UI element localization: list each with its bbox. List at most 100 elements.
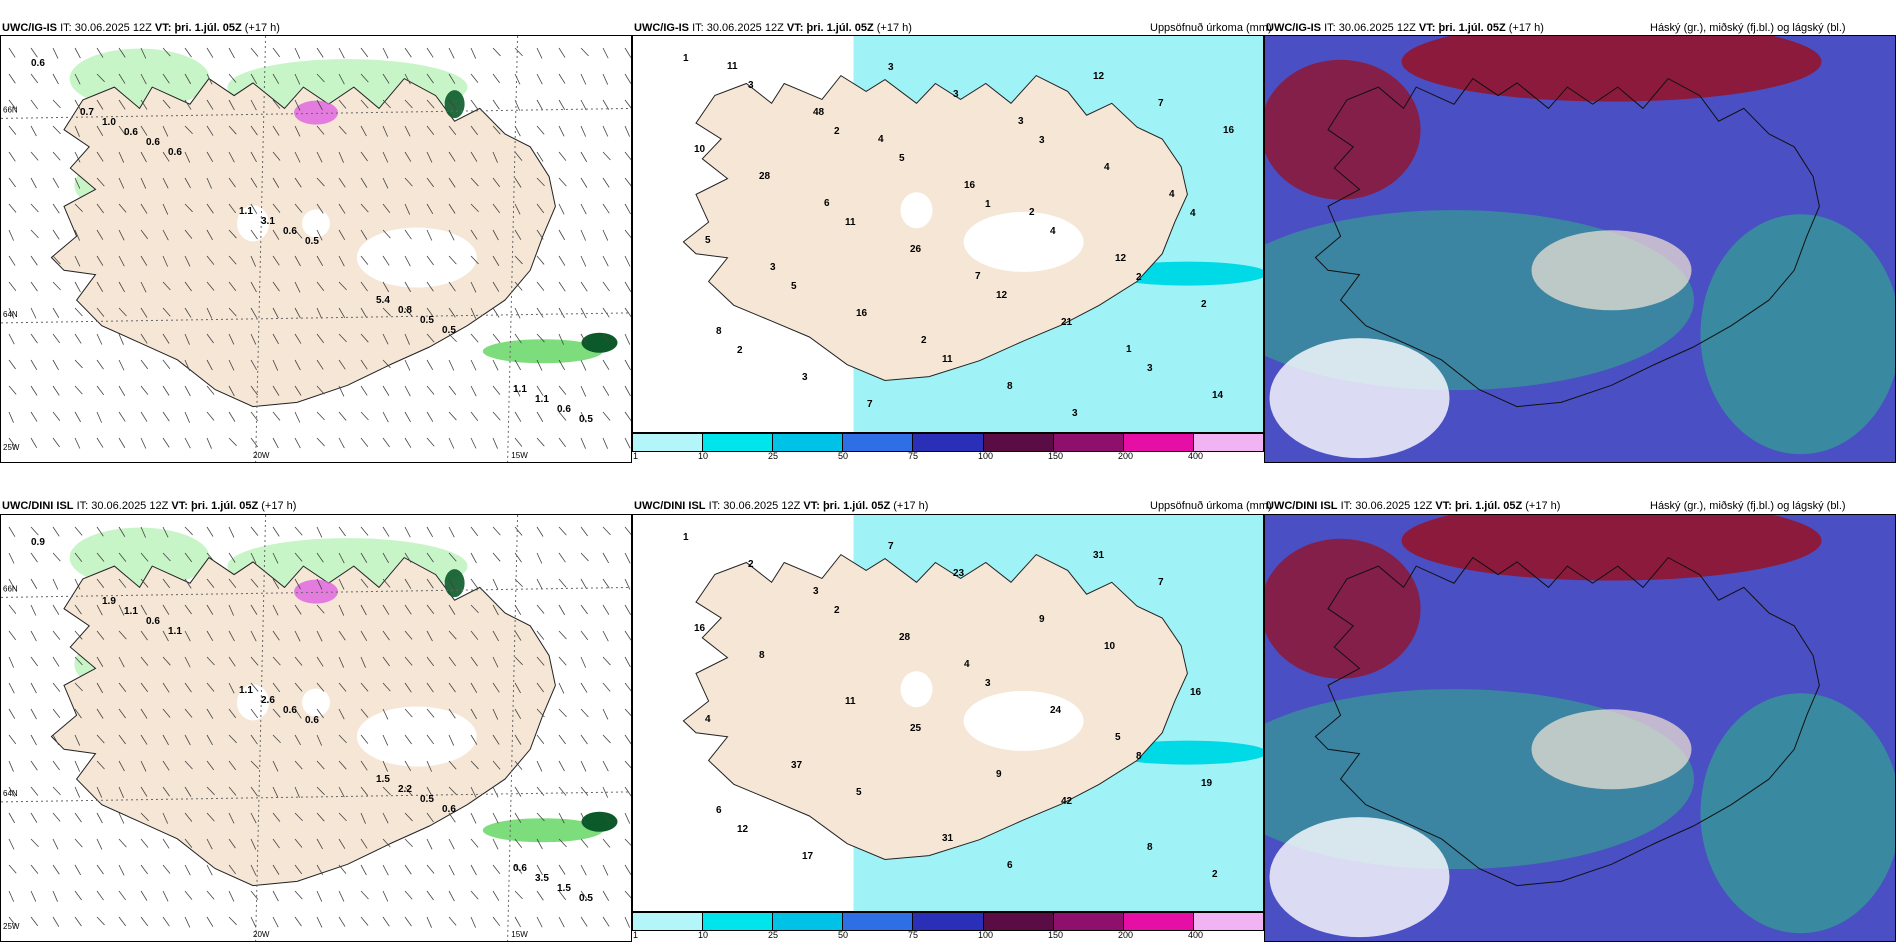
panel-header: UWC/DINI ISL IT: 30.06.2025 12Z VT: þri.…	[1266, 500, 1560, 512]
precip-value-label: 5	[899, 153, 905, 164]
wind-barb	[250, 864, 257, 876]
colorbar-tick-label: 200	[1118, 930, 1134, 940]
lead-time: (+17 h)	[261, 500, 297, 512]
wind-barb	[250, 333, 257, 345]
wind-barb	[206, 437, 212, 449]
parallel-line	[1, 791, 631, 803]
wind-barb	[404, 708, 413, 718]
wind-barb	[558, 437, 567, 448]
meridian-line	[255, 515, 267, 941]
wind-barb	[96, 760, 105, 770]
wind-barb	[184, 385, 191, 397]
wind-barb	[228, 255, 237, 265]
precip-value-label: 2	[921, 335, 927, 346]
wind-barb	[184, 864, 191, 876]
precip-value-label: 26	[910, 244, 922, 255]
map-canvas	[1265, 36, 1895, 462]
wind-barb	[404, 552, 412, 563]
precip-value-label: 12	[1115, 253, 1127, 264]
wind-barb	[74, 838, 83, 848]
wind-barb	[294, 734, 301, 746]
wind-barb	[338, 864, 347, 874]
wind-barb	[206, 656, 215, 666]
wind-barb	[272, 281, 280, 292]
wind-barb	[360, 760, 368, 771]
wind-barb	[272, 734, 281, 744]
wind-barb	[118, 656, 125, 668]
precip-value-label: 6	[716, 805, 722, 816]
wind-barb	[338, 760, 347, 770]
wind-barb	[30, 656, 38, 667]
wind-barb	[8, 255, 16, 266]
wind-barb	[448, 812, 456, 823]
wind-barb	[8, 890, 15, 902]
colorbar-tick-label: 100	[978, 451, 994, 461]
wind-barb	[624, 812, 631, 824]
wind-barb	[580, 229, 587, 241]
heavy-precip-area	[581, 811, 618, 832]
precip-value-label: 28	[899, 632, 911, 643]
wind-barb	[8, 385, 17, 395]
wind-barb	[184, 838, 193, 848]
wind-barb	[404, 151, 412, 162]
wind-barb	[272, 760, 279, 772]
wind-barb	[30, 604, 37, 616]
wind-barb	[140, 99, 148, 110]
wind-barb	[426, 656, 435, 667]
wind-barb	[426, 916, 432, 928]
wind-barb	[8, 411, 14, 423]
wind-barb	[162, 47, 171, 57]
wind-barb	[624, 838, 631, 846]
precip-value-label: 2.2	[398, 784, 412, 795]
wind-barb	[118, 177, 125, 189]
wind-barb	[140, 526, 146, 538]
wind-barb	[558, 526, 567, 536]
wind-barb	[74, 411, 81, 423]
wind-barb	[118, 890, 126, 901]
wind-barb	[272, 255, 280, 266]
wind-barb	[74, 177, 81, 189]
precip-value-label: 2	[1136, 272, 1142, 283]
wind-barb	[338, 47, 345, 59]
wind-barb	[514, 682, 521, 694]
wind-barb	[96, 708, 104, 719]
wind-barb	[602, 177, 610, 188]
wind-barb	[558, 682, 565, 694]
wind-barb	[96, 552, 105, 562]
wind-barb	[404, 604, 412, 615]
colorbar-swatch	[1053, 434, 1124, 451]
wind-barb	[536, 916, 543, 928]
wind-barb	[448, 73, 456, 84]
precip-value-label: 3	[748, 80, 754, 91]
precip-value-label: 0.6	[283, 705, 297, 716]
wind-barb	[558, 385, 567, 395]
wind-barb	[338, 203, 346, 214]
wind-barb	[448, 437, 455, 449]
wind-barb	[426, 229, 433, 241]
wind-barb	[8, 73, 16, 84]
wind-barb	[382, 255, 390, 266]
wind-barb	[558, 73, 566, 84]
wind-barb	[118, 734, 126, 745]
wind-barb	[316, 307, 323, 319]
wind-barb	[360, 630, 368, 642]
wind-barb	[558, 812, 565, 824]
parallel-line	[1, 312, 631, 324]
wind-barb	[492, 333, 501, 343]
wind-barb	[382, 526, 390, 537]
wind-barb	[492, 916, 501, 927]
wind-barb	[250, 760, 259, 770]
wind-barb	[184, 411, 190, 423]
wind-barb	[96, 604, 103, 616]
precip-colorbar	[632, 433, 1264, 452]
wind-barb	[272, 73, 280, 85]
wind-barb	[250, 177, 258, 188]
wind-barb	[404, 526, 411, 538]
precip-value-label: 0.6	[124, 127, 138, 138]
wind-barb	[492, 47, 501, 57]
wind-barb	[624, 437, 631, 449]
wind-barb	[184, 890, 193, 900]
wind-barb	[162, 630, 169, 642]
wind-barb	[470, 890, 479, 900]
wind-barb	[74, 73, 81, 85]
